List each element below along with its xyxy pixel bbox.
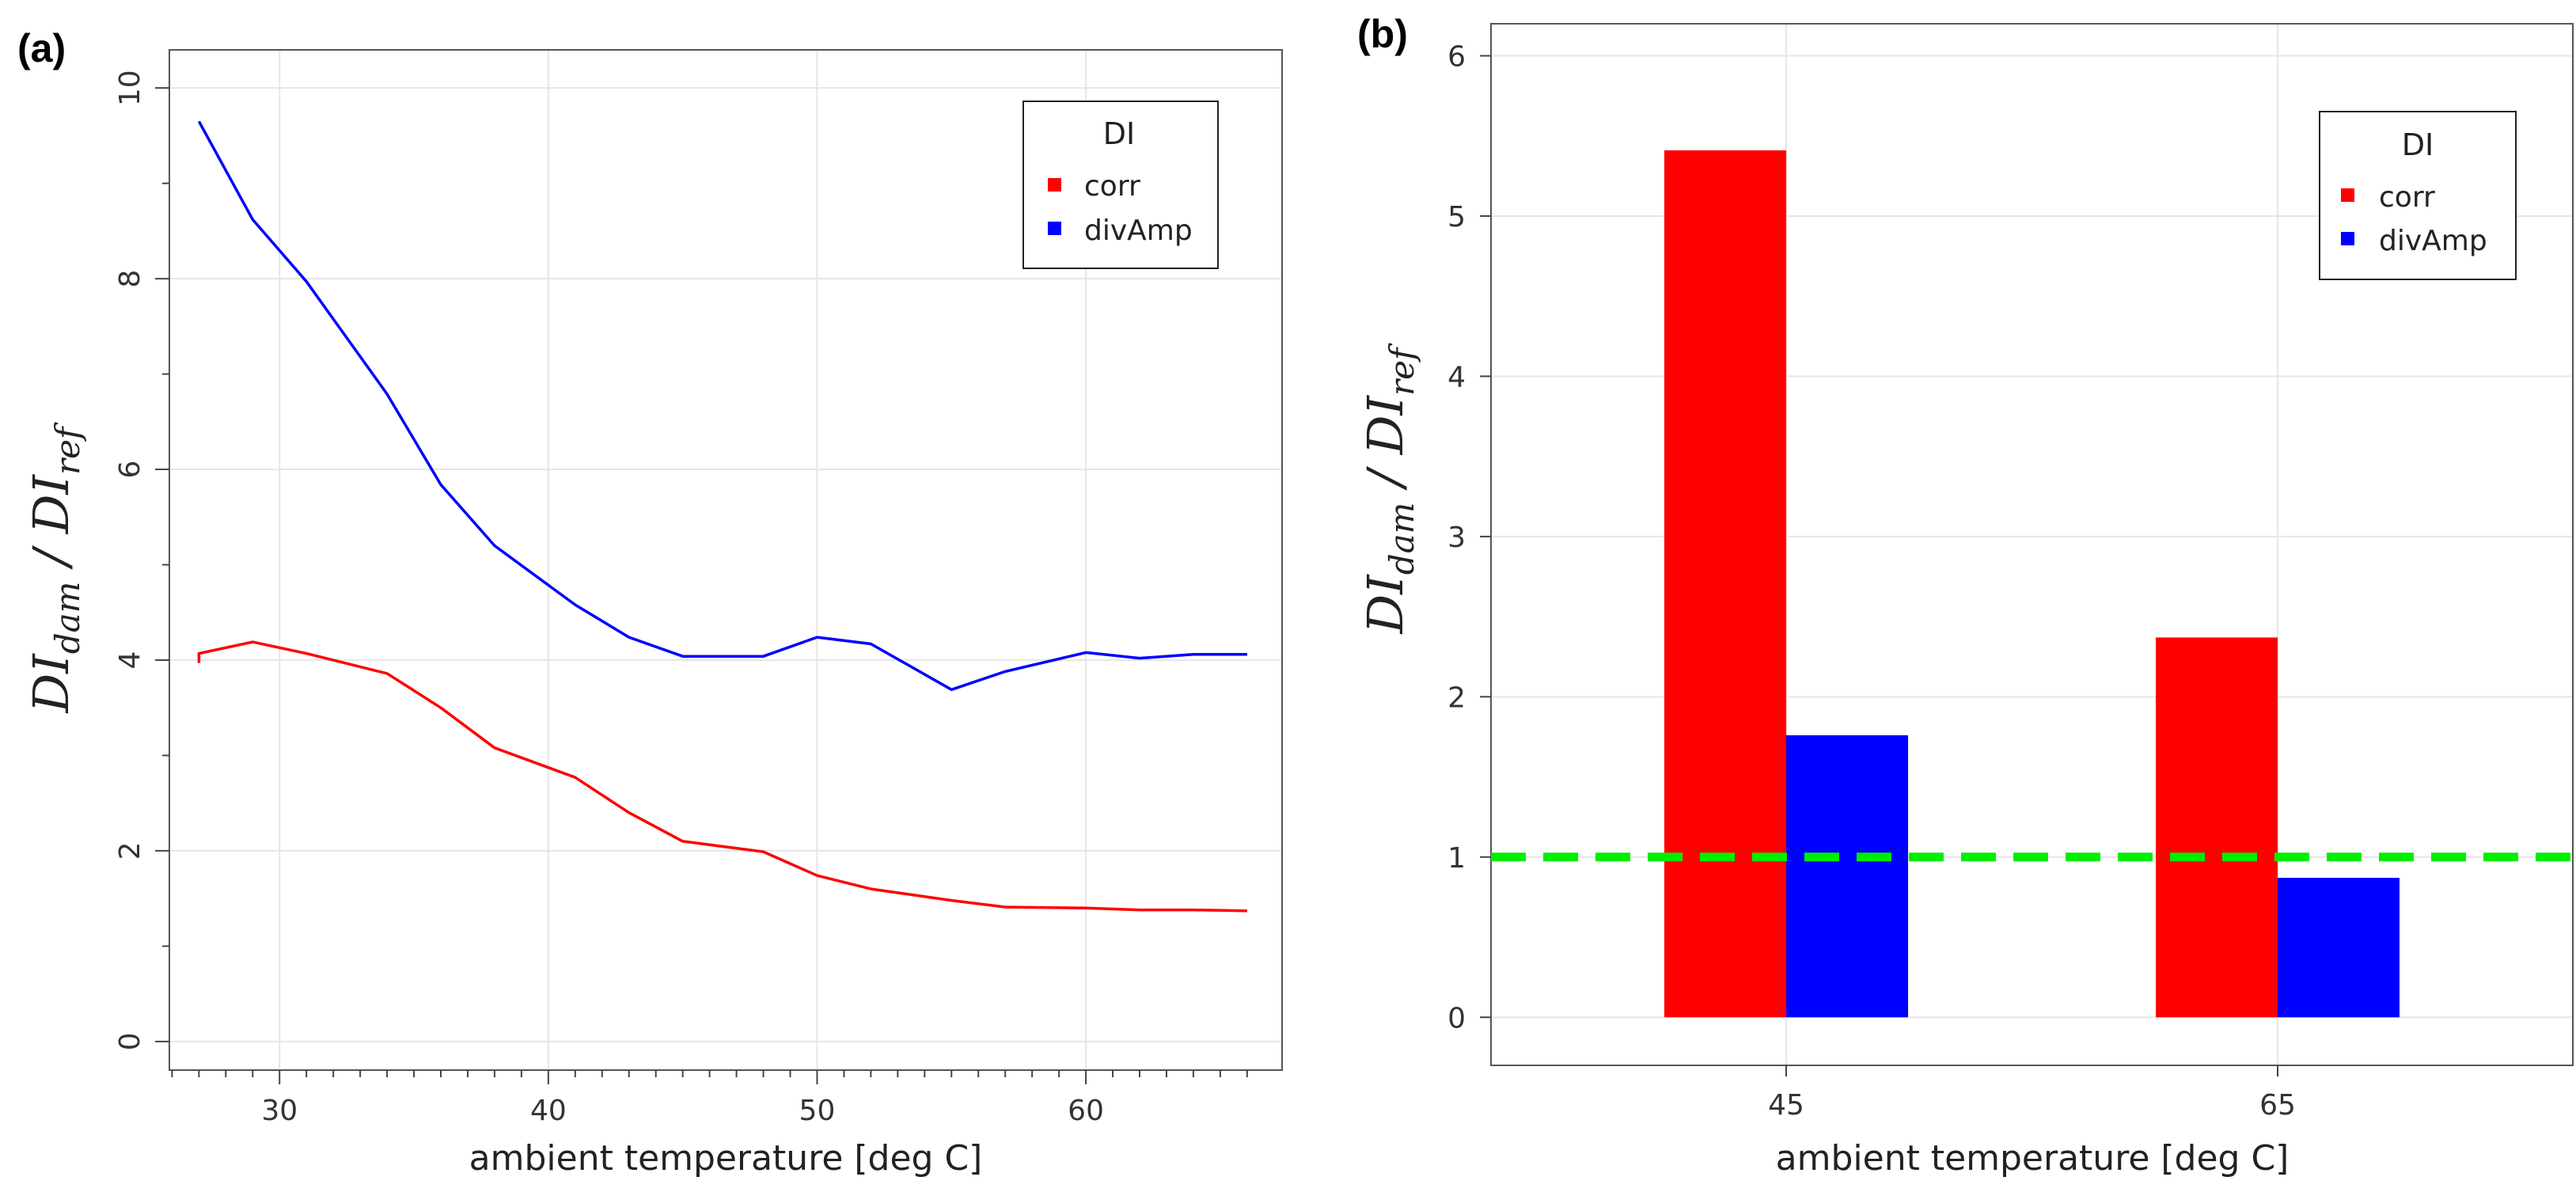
panel-a-y-tick-label: 8 (114, 270, 146, 288)
panel-b-bar-corr-65 (2156, 637, 2278, 1018)
panel-a-legend-swatch-corr (1048, 178, 1061, 192)
panel-b-y-tick-label: 0 (1447, 1002, 1466, 1034)
panel-b-x-axis-title: ambient temperature [deg C] (1776, 1138, 2290, 1179)
panel-a-legend: DI corr divAmp (1022, 101, 1219, 269)
panel-b-y-axis-title: DIdam / DIref (1356, 343, 1421, 634)
panel-b-legend-title: DI (2402, 127, 2434, 162)
panel-a-x-tick-label: 30 (261, 1095, 298, 1127)
panel-b-legend-swatch-corr (2341, 188, 2354, 202)
panel-b-x-tick-label: 45 (1768, 1089, 1804, 1122)
panel-a-y-tick-label: 10 (114, 70, 146, 106)
panel-b-bar-divamp-65 (2278, 878, 2400, 1018)
panel-a-y-tick-label: 6 (114, 461, 146, 479)
panel-a-legend-label-corr: corr (1084, 170, 1140, 203)
panel-b-y-tick-label: 4 (1447, 361, 1466, 393)
panel-a-y-axis-title: DIdam / DIref (22, 422, 87, 713)
panel-b-y-tick-label: 3 (1447, 522, 1466, 554)
panel-a-label: (a) (17, 26, 66, 70)
panel-a-series-corr (197, 640, 1247, 913)
panel-b-y-tick-label: 2 (1447, 681, 1466, 714)
panel-b-bar-divamp-45 (1786, 735, 1908, 1018)
panel-a-legend-label-divamp: divAmp (1084, 214, 1193, 247)
panel-a-y-tick-label: 2 (114, 841, 146, 860)
panel-a-y-tick-label: 0 (114, 1032, 146, 1050)
panel-b-legend-swatch-divamp (2341, 232, 2354, 245)
panel-a-line-chart: (a) 30 40 50 60 0 2 4 6 8 10 ambient temperature … (17, 26, 1283, 1179)
panel-a-series-divamp (197, 120, 1247, 692)
panel-b-legend-label-corr: corr (2379, 181, 2435, 214)
panel-b-bar-corr-45 (1664, 150, 1786, 1018)
panel-b-legend-label-divamp: divAmp (2379, 225, 2487, 257)
panel-b-x-tick-label: 65 (2259, 1089, 2296, 1122)
panel-a-legend-swatch-divamp (1048, 222, 1061, 235)
panel-b-y-tick-label: 5 (1447, 201, 1466, 233)
panel-b-y-tick-label: 6 (1447, 40, 1466, 73)
panel-a-plot-frame (169, 49, 1283, 1071)
panel-a-x-tick-label: 50 (799, 1095, 836, 1127)
panel-b-y-tick-label: 1 (1447, 842, 1466, 875)
panel-a-x-tick-label: 60 (1068, 1095, 1104, 1127)
panel-b-legend: DI corr divAmp (2319, 111, 2517, 280)
panel-b-plot-frame (1490, 23, 2574, 1066)
panel-a-legend-title: DI (1103, 116, 1135, 151)
panel-a-x-tick-label: 40 (530, 1095, 567, 1127)
panel-a-x-axis-title: ambient temperature [deg C] (469, 1138, 983, 1179)
panel-b-label: (b) (1357, 12, 1408, 56)
panel-a-y-tick-label: 4 (114, 651, 146, 670)
